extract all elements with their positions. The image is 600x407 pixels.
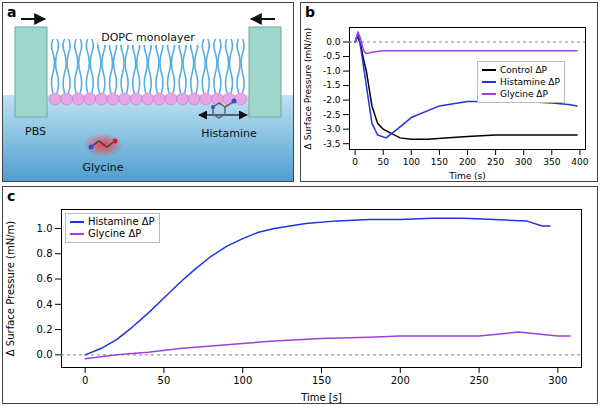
svg-text:DOPC monolayer: DOPC monolayer — [101, 31, 195, 44]
html-text:Histamine ΔP: Histamine ΔP — [88, 216, 155, 227]
svg-text:200: 200 — [391, 375, 410, 386]
html-text:Glycine ΔP: Glycine ΔP — [500, 89, 548, 99]
svg-text:0.2: 0.2 — [37, 324, 53, 335]
svg-text:1.0: 1.0 — [37, 223, 53, 234]
svg-text:PBS: PBS — [25, 125, 46, 138]
svg-text:0.0: 0.0 — [37, 349, 53, 360]
svg-text:Histamine: Histamine — [201, 127, 257, 140]
svg-text:Δ Surface Pressure (mN/m): Δ Surface Pressure (mN/m) — [5, 221, 16, 356]
html-text:c: c — [7, 188, 16, 204]
svg-text:400: 400 — [571, 157, 588, 167]
svg-text:0.0: 0.0 — [326, 37, 341, 47]
html-text:a: a — [7, 4, 17, 20]
svg-text:Time [s]: Time [s] — [300, 392, 342, 403]
svg-text:-2.5: -2.5 — [323, 110, 341, 120]
svg-text:0: 0 — [82, 375, 88, 386]
svg-text:-2.0: -2.0 — [323, 95, 341, 105]
svg-text:-3.0: -3.0 — [323, 124, 341, 134]
svg-text:250: 250 — [487, 157, 504, 167]
svg-text:-3.5: -3.5 — [323, 139, 341, 149]
svg-text:Δ Surface Pressure (mN/m): Δ Surface Pressure (mN/m) — [303, 28, 313, 150]
svg-text:-1.0: -1.0 — [323, 66, 341, 76]
svg-text:100: 100 — [233, 375, 252, 386]
svg-text:250: 250 — [470, 375, 489, 386]
svg-text:100: 100 — [403, 157, 420, 167]
html-text:Histamine ΔP: Histamine ΔP — [500, 77, 560, 87]
svg-text:0.6: 0.6 — [37, 273, 53, 284]
html-text:Glycine ΔP: Glycine ΔP — [88, 228, 142, 239]
svg-text:0.8: 0.8 — [37, 248, 53, 259]
html-text:b: b — [305, 4, 315, 20]
svg-text:300: 300 — [548, 375, 567, 386]
svg-text:50: 50 — [377, 157, 389, 167]
html-text:Control ΔP: Control ΔP — [500, 65, 547, 75]
svg-text:350: 350 — [543, 157, 560, 167]
svg-text:150: 150 — [431, 157, 448, 167]
svg-text:300: 300 — [515, 157, 532, 167]
svg-text:-1.5: -1.5 — [323, 80, 341, 90]
svg-text:0: 0 — [352, 157, 358, 167]
svg-text:150: 150 — [312, 375, 331, 386]
svg-text:0.4: 0.4 — [37, 299, 53, 310]
svg-text:Glycine: Glycine — [83, 161, 124, 174]
svg-text:Time (s): Time (s) — [448, 171, 486, 181]
svg-text:50: 50 — [158, 375, 171, 386]
svg-text:200: 200 — [459, 157, 476, 167]
svg-text:-0.5: -0.5 — [323, 51, 341, 61]
